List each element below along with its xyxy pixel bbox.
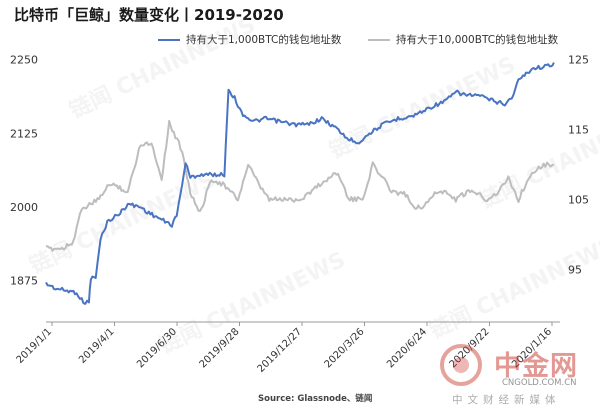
- logo-text: 中金网: [494, 351, 578, 382]
- y-left-tick-label: 2250: [10, 54, 38, 67]
- series-line-1000btc: [45, 62, 555, 305]
- x-tick-label: 2019/12/27: [256, 326, 305, 375]
- logo-circle-icon: [440, 344, 482, 386]
- legend-swatch-gray: [368, 38, 390, 41]
- x-tick-label: 2020/6/24: [385, 326, 429, 370]
- y-right-tick-label: 105: [568, 194, 589, 207]
- y-left-tick-label: 1875: [10, 275, 38, 288]
- y-right-tick-label: 125: [568, 54, 589, 67]
- x-tick-label: 2020/3/26: [323, 326, 367, 370]
- series-line-10000btc: [45, 119, 555, 252]
- source-note: Source: Glassnode、链闻: [258, 394, 373, 404]
- y-left-tick-label: 2125: [10, 127, 38, 140]
- chart-title: 比特币「巨鲸」数量变化丨2019-2020: [14, 6, 284, 24]
- y-right-tick-label: 95: [568, 264, 582, 277]
- legend-item-10000btc: 持有大于10,000BTC的钱包地址数: [368, 32, 558, 47]
- x-tick-label: 2019/4/1: [77, 326, 117, 366]
- logo-tagline: 中文财经新媒体: [452, 394, 561, 406]
- legend-item-1000btc: 持有大于1,000BTC的钱包地址数: [158, 32, 341, 47]
- logo-url: CNGOLD.COM.CN: [502, 378, 577, 388]
- x-tick-label: 2019/6/30: [135, 326, 179, 370]
- legend-label-10000btc: 持有大于10,000BTC的钱包地址数: [396, 34, 559, 46]
- x-tick-label: 2019/1/1: [15, 326, 55, 366]
- chart-canvas: 1875 2000 2125 2250 95 105 115 125 2019/1/1 2019/…: [10, 54, 589, 375]
- y-right-tick-label: 115: [568, 124, 589, 137]
- y-left-tick-label: 2000: [10, 201, 38, 214]
- x-tick-label: 2019/9/28: [198, 326, 242, 370]
- legend-label-1000btc: 持有大于1,000BTC的钱包地址数: [186, 34, 342, 46]
- legend-swatch-blue: [158, 38, 180, 41]
